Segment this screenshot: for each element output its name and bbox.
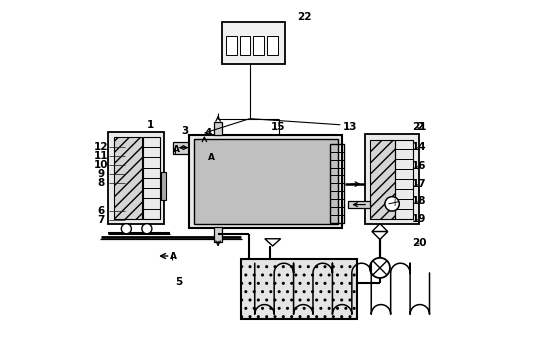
Bar — [114, 137, 142, 219]
Text: 12: 12 — [94, 142, 108, 152]
Circle shape — [370, 258, 390, 278]
Bar — [173, 142, 193, 153]
Bar — [242, 258, 356, 319]
Bar — [366, 134, 419, 224]
Text: 7: 7 — [97, 215, 104, 225]
Text: 17: 17 — [412, 179, 426, 189]
Text: A: A — [208, 153, 215, 162]
Text: 15: 15 — [270, 122, 285, 132]
Bar — [221, 22, 285, 64]
Bar — [108, 132, 164, 224]
Text: 1: 1 — [147, 120, 154, 130]
Bar — [214, 227, 221, 242]
Circle shape — [142, 224, 152, 234]
Bar — [370, 139, 394, 219]
Text: 19: 19 — [412, 214, 426, 224]
Bar — [143, 137, 160, 219]
Text: I: I — [393, 199, 395, 208]
Polygon shape — [372, 231, 388, 239]
Polygon shape — [372, 224, 388, 231]
Text: 10: 10 — [94, 160, 108, 170]
Circle shape — [121, 224, 132, 234]
Text: 21: 21 — [412, 122, 426, 132]
Text: 20: 20 — [412, 238, 426, 248]
Polygon shape — [265, 239, 281, 246]
Text: A: A — [170, 252, 177, 261]
Bar — [160, 171, 166, 200]
Bar — [254, 36, 264, 55]
Bar — [395, 139, 413, 219]
Bar — [348, 201, 370, 208]
Bar — [214, 122, 221, 135]
Text: 13: 13 — [343, 122, 357, 132]
Text: 14: 14 — [412, 142, 426, 152]
Bar — [267, 36, 278, 55]
Text: 2: 2 — [416, 122, 423, 131]
Text: 16: 16 — [412, 161, 426, 171]
Text: 9: 9 — [97, 169, 104, 179]
Text: 8: 8 — [97, 178, 104, 188]
Text: 4: 4 — [205, 128, 212, 138]
Circle shape — [385, 197, 399, 211]
Text: 11: 11 — [94, 151, 108, 161]
Text: 18: 18 — [412, 196, 426, 206]
Bar — [226, 36, 237, 55]
Text: 3: 3 — [181, 126, 189, 136]
Bar — [240, 36, 250, 55]
Bar — [189, 135, 342, 228]
Bar — [201, 139, 208, 162]
Text: 6: 6 — [97, 206, 104, 216]
Bar — [330, 144, 344, 223]
Bar — [194, 139, 338, 225]
Text: A: A — [173, 145, 180, 155]
Text: 5: 5 — [175, 277, 182, 287]
Text: 22: 22 — [297, 12, 312, 22]
